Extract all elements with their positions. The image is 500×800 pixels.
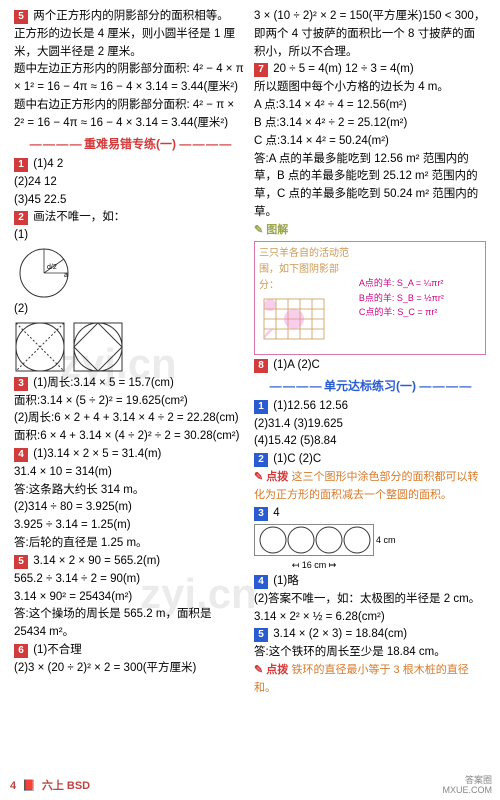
dim-w: ↤ 16 cm ↦ <box>254 558 374 572</box>
para: 3 (1)周长:3.14 × 5 = 15.7(cm) <box>14 375 246 393</box>
para: B 点:3.14 × 4² ÷ 2 = 25.12(m²) <box>254 115 486 133</box>
page-container: 5 两个正方形内的阴影部分的面积相等。 正方形的边长是 4 厘米，则小圆半径是 … <box>0 0 500 800</box>
para: 8 (1)A (2)C <box>254 357 486 375</box>
para: 所以题图中每个小方格的边长为 4 m。 <box>254 79 486 97</box>
square-circle-1-icon <box>14 321 66 373</box>
para: 答:这个铁环的周长至少是 18.84 cm。 <box>254 644 486 662</box>
svg-text:d/2: d/2 <box>47 264 57 271</box>
section-title-2: — — — — 单元达标练习(一) — — — — <box>254 377 486 396</box>
b1-icon: 1 <box>254 400 268 414</box>
q5-icon: 5 <box>14 10 28 24</box>
tu-text: 三只羊各自的活动范围，如下图阴影部分： <box>259 246 359 350</box>
b2-icon: 2 <box>254 453 268 467</box>
para: (2)周长:6 × 2 + 4 + 3.14 × 4 ÷ 2 = 22.28(c… <box>14 410 246 428</box>
hint: ✎ 点拨 这三个图形中涂色部分的面积都可以转化为正方形的面积减去一个整圆的面积。 <box>254 469 486 505</box>
para: 1 (1)12.56 12.56 <box>254 398 486 416</box>
figure-squares-row <box>14 321 246 373</box>
para: (2)3 × (20 ÷ 2)² × 2 = 300(平方厘米) <box>14 660 246 678</box>
q5b-icon: 5 <box>14 555 28 569</box>
para: 3 4 <box>254 505 486 523</box>
para: 3.14 × 90² = 25434(m²) <box>14 589 246 607</box>
chain-figure: 4 cm <box>254 524 486 556</box>
para: 2 画法不唯一，如： <box>14 209 246 227</box>
right-column: 3 × (10 ÷ 2)² × 2 = 150(平方厘米)150 < 300，即… <box>250 8 490 772</box>
tu-formulas: A点的羊: S_A = ¼πr² B点的羊: S_B = ½πr² C点的羊: … <box>359 276 481 319</box>
para: 面积:3.14 × (5 ÷ 2)² = 19.625(cm²) <box>14 393 246 411</box>
figure-circle-1: d/2 a <box>14 247 246 299</box>
series-label: 六上 BSD <box>42 778 90 796</box>
para: 4 (1)3.14 × 2 × 5 = 31.4(m) <box>14 446 246 464</box>
brand-logo: 答案圈 MXUE.COM <box>443 776 493 796</box>
para: (2) <box>14 301 246 319</box>
tu-jie-label: ✎ 图解 <box>254 222 486 239</box>
para: (2)31.4 (3)19.625 <box>254 416 486 434</box>
para: 1 (1)4 2 <box>14 156 246 174</box>
para: 4 (1)略 <box>254 573 486 591</box>
para: (2)24 12 <box>14 174 246 192</box>
q3-icon: 3 <box>14 377 28 391</box>
footer-bar: 4 📕 六上 BSD <box>10 778 490 796</box>
para: (4)15.42 (5)8.84 <box>254 433 486 451</box>
para: C 点:3.14 × 4² = 50.24(m²) <box>254 133 486 151</box>
q7-icon: 7 <box>254 63 268 77</box>
para: 题中左边正方形内的阴影部分面积: 4² − 4 × π × 1² = 16 − … <box>14 61 246 97</box>
para: 答:后轮的直径是 1.25 m。 <box>14 535 246 553</box>
para: 题中右边正方形内的阴影部分面积: 4² − π × 2² = 16 − 4π ≈… <box>14 97 246 133</box>
svg-text:a: a <box>64 272 68 279</box>
para: 3.925 ÷ 3.14 = 1.25(m) <box>14 517 246 535</box>
q1-icon: 1 <box>14 158 28 172</box>
hint: ✎ 点拨 铁环的直径最小等于 3 根木桩的直径和。 <box>254 662 486 698</box>
para: (3)45 22.5 <box>14 192 246 210</box>
footer-left: 4 📕 六上 BSD <box>10 778 90 796</box>
para: 7 20 ÷ 5 = 4(m) 12 ÷ 3 = 4(m) <box>254 61 486 79</box>
q6-icon: 6 <box>14 644 28 658</box>
para: 2 (1)C (2)C <box>254 451 486 469</box>
para: 5 3.14 × (2 × 3) = 18.84(cm) <box>254 626 486 644</box>
para: 31.4 × 10 = 314(m) <box>14 464 246 482</box>
para: A 点:3.14 × 4² ÷ 4 = 12.56(m²) <box>254 97 486 115</box>
q8-icon: 8 <box>254 359 268 373</box>
para: 面积:6 × 4 + 3.14 × (4 ÷ 2)² ÷ 2 = 30.28(c… <box>14 428 246 446</box>
q4-icon: 4 <box>14 448 28 462</box>
para: 答:这条路大约长 314 m。 <box>14 482 246 500</box>
b3-icon: 3 <box>254 507 268 521</box>
b4-icon: 4 <box>254 575 268 589</box>
section-title-1: — — — — 重难易错专练(一) — — — — <box>14 135 246 154</box>
para: (1) <box>14 227 246 245</box>
para: (2)314 ÷ 80 = 3.925(m) <box>14 499 246 517</box>
grid-sheep-icon <box>259 294 329 344</box>
square-circle-2-icon <box>72 321 124 373</box>
para: 6 (1)不合理 <box>14 642 246 660</box>
para: 答:A 点的羊最多能吃到 12.56 m² 范围内的草，B 点的羊最多能吃到 2… <box>254 151 486 222</box>
circle-diagram-icon: d/2 a <box>14 247 74 299</box>
hint-label: ✎ 点拨 <box>254 469 288 486</box>
dim-h: 4 cm <box>376 533 396 547</box>
q2-icon: 2 <box>14 211 28 225</box>
para: 565.2 ÷ 3.14 ÷ 2 = 90(m) <box>14 571 246 589</box>
para: (2)答案不唯一，如：太极图的半径是 2 cm。 <box>254 591 486 609</box>
para: 3.14 × 2² × ½ = 6.28(cm²) <box>254 609 486 627</box>
para: 答:这个操场的周长是 565.2 m，面积是 25434 m²。 <box>14 606 246 642</box>
para: 5 两个正方形内的阴影部分的面积相等。 <box>14 8 246 26</box>
para: 5 3.14 × 2 × 90 = 565.2(m) <box>14 553 246 571</box>
hint-label-2: ✎ 点拨 <box>254 662 288 679</box>
para: 3 × (10 ÷ 2)² × 2 = 150(平方厘米)150 < 300，即… <box>254 8 486 61</box>
b5-icon: 5 <box>254 628 268 642</box>
para: 正方形的边长是 4 厘米，则小圆半径是 1 厘米，大圆半径是 2 厘米。 <box>14 26 246 62</box>
left-column: 5 两个正方形内的阴影部分的面积相等。 正方形的边长是 4 厘米，则小圆半径是 … <box>10 8 250 772</box>
chain-circles-icon <box>254 524 374 556</box>
tu-jie-box: 三只羊各自的活动范围，如下图阴影部分： A点的羊: S_A = ¼πr² B点的… <box>254 241 486 355</box>
page-number: 4 <box>10 778 16 796</box>
